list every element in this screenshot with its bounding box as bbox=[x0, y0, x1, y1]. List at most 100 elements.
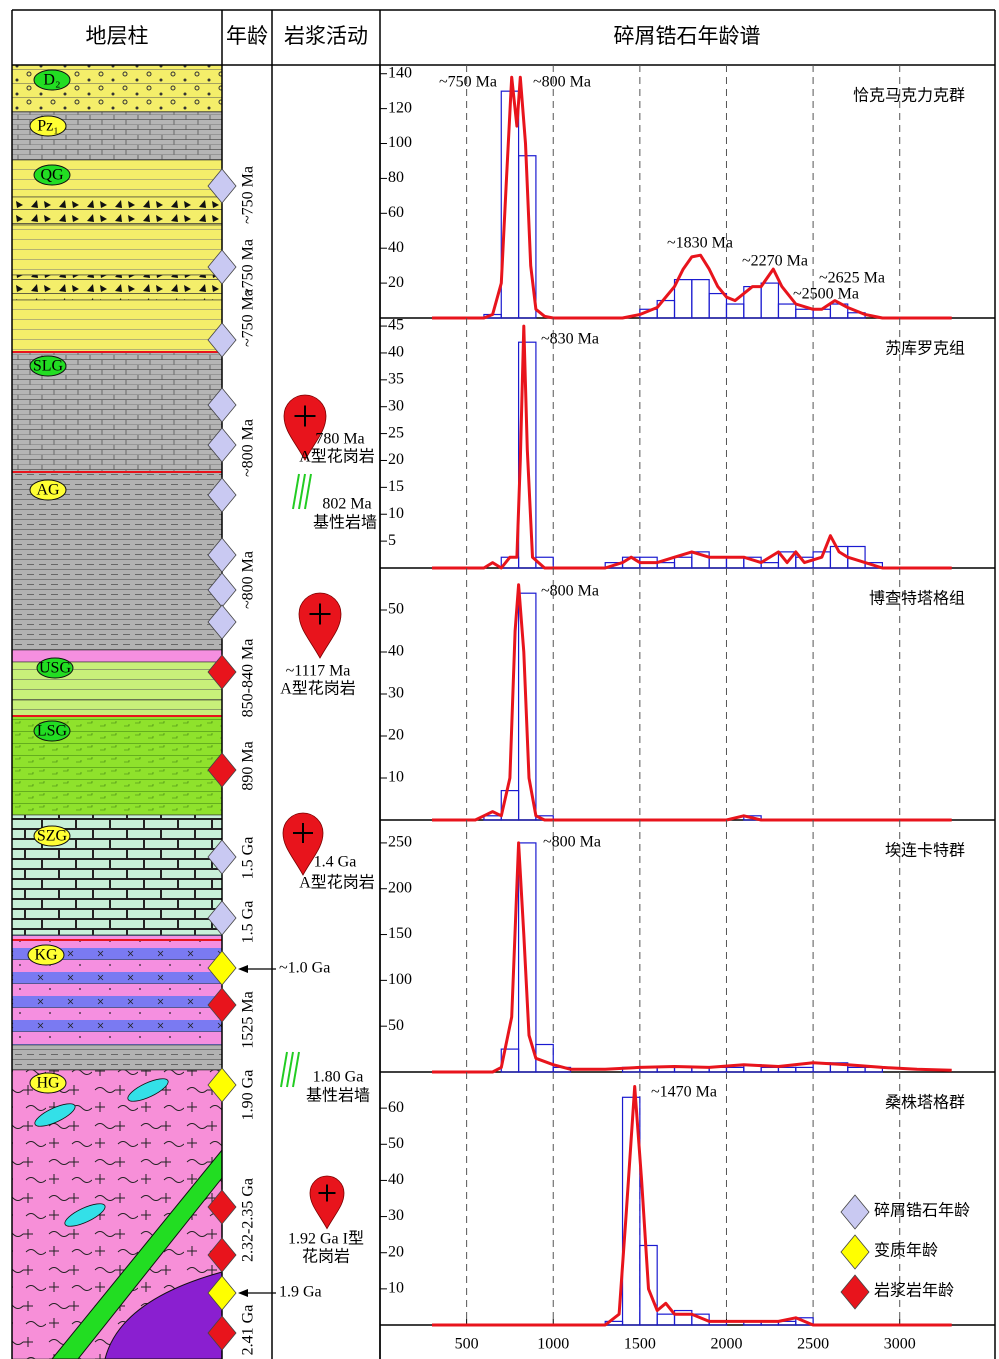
y-tick-label: 30 bbox=[388, 1207, 404, 1224]
y-tick-label: 100 bbox=[388, 134, 412, 151]
age-label: 1.5 Ga bbox=[240, 901, 257, 944]
y-tick-label: 20 bbox=[388, 274, 404, 291]
age-label: ~800 Ma bbox=[240, 419, 257, 477]
age-label: 1.5 Ga bbox=[240, 837, 257, 880]
magma-age: 802 Ma bbox=[322, 496, 371, 513]
y-tick-label: 50 bbox=[388, 1135, 404, 1152]
panel-title: 苏库罗克组 bbox=[885, 340, 965, 358]
age-label: 1.90 Ga bbox=[240, 1070, 257, 1121]
age-label: ~750 Ma bbox=[240, 289, 257, 347]
header-age: 年龄 bbox=[226, 24, 268, 48]
y-tick-label: 35 bbox=[388, 370, 404, 387]
strat-layer bbox=[12, 197, 222, 225]
y-tick-label: 40 bbox=[388, 643, 404, 660]
x-tick-label: 3000 bbox=[884, 1336, 916, 1353]
magma-age: 1.92 Ga I型 bbox=[288, 1230, 364, 1248]
unit-label: HG bbox=[36, 1075, 60, 1092]
peak-annotation: ~750 Ma bbox=[439, 74, 497, 91]
y-tick-label: 60 bbox=[388, 1099, 404, 1116]
y-tick-label: 40 bbox=[388, 239, 404, 256]
strat-layer bbox=[12, 700, 222, 716]
y-tick-label: 120 bbox=[388, 99, 412, 116]
magma-rock: A型花岗岩 bbox=[299, 448, 375, 466]
y-tick-label: 140 bbox=[388, 64, 412, 81]
y-tick-label: 50 bbox=[388, 601, 404, 618]
legend-label: 碎屑锆石年龄 bbox=[874, 1202, 970, 1220]
age-label: 1525 Ma bbox=[240, 991, 257, 1048]
magma-age: ~1117 Ma bbox=[286, 663, 351, 680]
magma-age: 780 Ma bbox=[315, 431, 364, 448]
strat-layer bbox=[12, 300, 222, 352]
y-tick-label: 5 bbox=[388, 532, 396, 549]
y-tick-label: 50 bbox=[388, 1017, 404, 1034]
age-label: 890 Ma bbox=[240, 741, 257, 790]
peak-annotation: ~1470 Ma bbox=[651, 1084, 717, 1101]
y-tick-label: 20 bbox=[388, 1243, 404, 1260]
y-tick-label: 10 bbox=[388, 769, 404, 786]
age-label: 850-840 Ma bbox=[240, 639, 257, 718]
peak-annotation: ~2270 Ma bbox=[742, 253, 808, 270]
meta-age: ~1.0 Ga bbox=[279, 960, 330, 977]
header-strat: 地层柱 bbox=[86, 24, 149, 48]
panel-title: 桑株塔格群 bbox=[885, 1094, 965, 1112]
x-tick-label: 2000 bbox=[710, 1336, 742, 1353]
y-tick-label: 25 bbox=[388, 424, 404, 441]
y-tick-label: 40 bbox=[388, 344, 404, 361]
y-tick-label: 100 bbox=[388, 971, 412, 988]
peak-annotation: ~2500 Ma bbox=[793, 286, 859, 303]
panel-title: 博查特塔格组 bbox=[869, 590, 965, 608]
x-tick-label: 2500 bbox=[797, 1336, 829, 1353]
meta-age: 1.9 Ga bbox=[279, 1284, 322, 1301]
strat-layer bbox=[12, 225, 222, 275]
legend-label: 岩浆岩年龄 bbox=[874, 1282, 954, 1300]
magma-rock: A型花岗岩 bbox=[280, 680, 356, 698]
peak-annotation: ~1830 Ma bbox=[667, 235, 733, 252]
panel-title: 埃连卡特群 bbox=[885, 842, 965, 860]
magma-rock: 花岗岩 bbox=[302, 1248, 350, 1266]
unit-label: USG bbox=[39, 660, 71, 677]
magma-rock: 基性岩墙 bbox=[313, 514, 377, 532]
y-tick-label: 30 bbox=[388, 685, 404, 702]
y-tick-label: 60 bbox=[388, 204, 404, 221]
y-tick-label: 15 bbox=[388, 478, 404, 495]
peak-annotation: ~2625 Ma bbox=[819, 270, 885, 287]
y-tick-label: 20 bbox=[388, 727, 404, 744]
unit-label: AG bbox=[36, 482, 60, 499]
y-tick-label: 45 bbox=[388, 317, 404, 334]
age-label: ~750 Ma bbox=[240, 239, 257, 297]
panel-title: 恰克马克力克群 bbox=[853, 87, 965, 105]
unit-label: SZG bbox=[37, 828, 68, 845]
peak-annotation: ~800 Ma bbox=[543, 834, 601, 851]
y-tick-label: 80 bbox=[388, 169, 404, 186]
x-tick-label: 1000 bbox=[537, 1336, 569, 1353]
peak-annotation: ~830 Ma bbox=[541, 331, 599, 348]
peak-annotation: ~800 Ma bbox=[533, 74, 591, 91]
age-label: ~750 Ma bbox=[240, 166, 257, 224]
figure: D₂Pz₁QGSLGAGUSGLSGSZGKGHG 地层柱 年龄 岩浆活动 碎屑… bbox=[0, 0, 999, 1359]
magma-rock: A型花岗岩 bbox=[299, 874, 375, 892]
y-tick-label: 30 bbox=[388, 397, 404, 414]
y-tick-label: 40 bbox=[388, 1171, 404, 1188]
age-label: ~800 Ma bbox=[240, 551, 257, 609]
y-tick-label: 10 bbox=[388, 505, 404, 522]
peak-annotation: ~800 Ma bbox=[541, 583, 599, 600]
x-tick-label: 500 bbox=[455, 1336, 479, 1353]
unit-label: KG bbox=[34, 947, 58, 964]
y-tick-label: 10 bbox=[388, 1280, 404, 1297]
unit-label: D₂ bbox=[43, 72, 60, 89]
strat-layer bbox=[12, 275, 222, 300]
y-tick-label: 150 bbox=[388, 925, 412, 942]
y-tick-label: 20 bbox=[388, 451, 404, 468]
y-tick-label: 250 bbox=[388, 834, 412, 851]
x-tick-label: 1500 bbox=[624, 1336, 656, 1353]
age-label: 2.32-2.35 Ga bbox=[240, 1178, 257, 1262]
legend-label: 变质年龄 bbox=[874, 1242, 938, 1260]
header-magma: 岩浆活动 bbox=[284, 24, 368, 48]
y-tick-label: 200 bbox=[388, 879, 412, 896]
age-label: 2.41 Ga bbox=[240, 1305, 257, 1356]
magma-age: 1.4 Ga bbox=[314, 854, 357, 871]
unit-label: SLG bbox=[33, 358, 64, 375]
unit-label: QG bbox=[40, 167, 64, 184]
unit-label: Pz₁ bbox=[37, 118, 59, 135]
